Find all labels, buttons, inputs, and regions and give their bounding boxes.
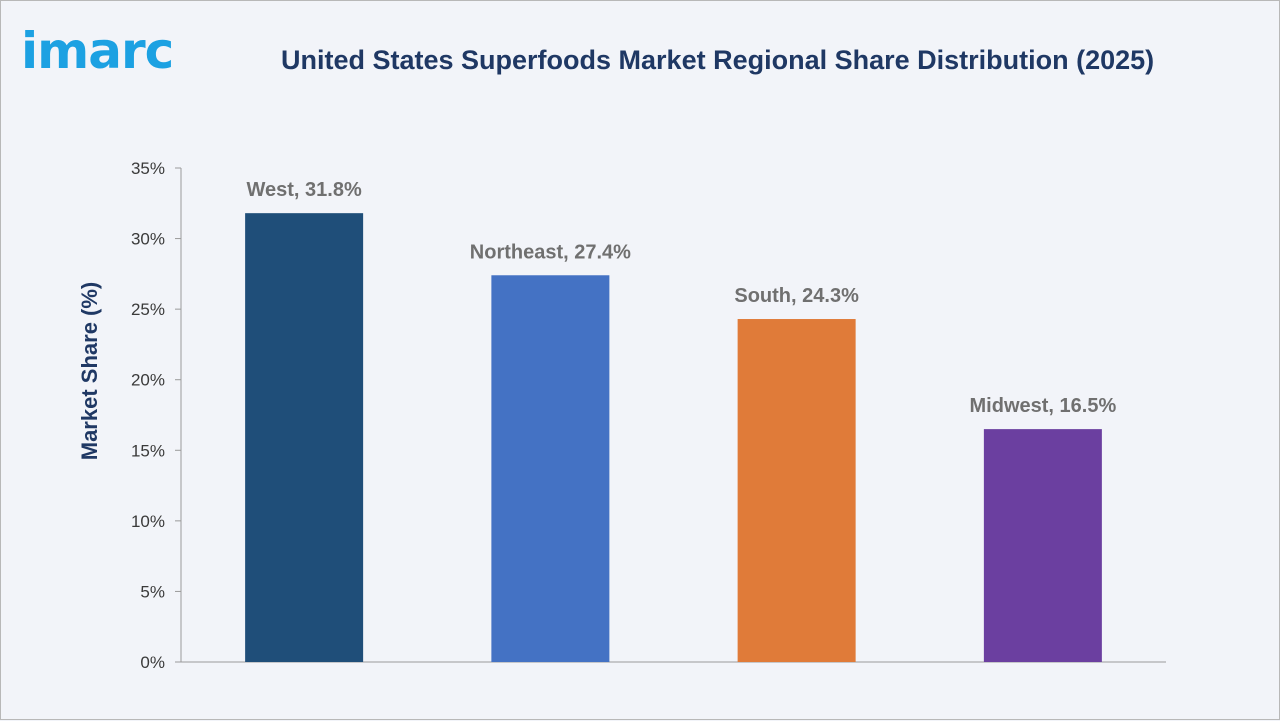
y-tick-label: 0% [140,653,165,672]
chart-bars [245,213,1102,662]
y-tick-label: 20% [131,371,165,390]
chart-title: United States Superfoods Market Regional… [281,45,1155,75]
bar-west [245,213,364,662]
y-tick-label: 35% [131,159,165,178]
y-tick-label: 30% [131,230,165,249]
bar-south [737,319,856,662]
y-tick-label: 10% [131,512,165,531]
bar-northeast [491,275,610,662]
chart-axes: 0% 5% 10% 15% 20% 25% 30% 35% [131,159,1166,672]
y-tick-label: 25% [131,300,165,319]
y-tick-label: 5% [140,582,165,601]
bar-midwest [983,429,1102,662]
imarc-logo: imarc [21,22,174,80]
data-label-midwest: Midwest, 16.5% [970,395,1117,417]
chart-data-labels: West, 31.8% Northeast, 27.4% South, 24.3% M… [247,179,1117,417]
y-axis-label: Market Share (%) [77,282,102,461]
y-tick-label: 15% [131,441,165,460]
data-label-northeast: Northeast, 27.4% [470,241,631,263]
data-label-south: South, 24.3% [734,285,859,307]
data-label-west: West, 31.8% [247,179,362,201]
